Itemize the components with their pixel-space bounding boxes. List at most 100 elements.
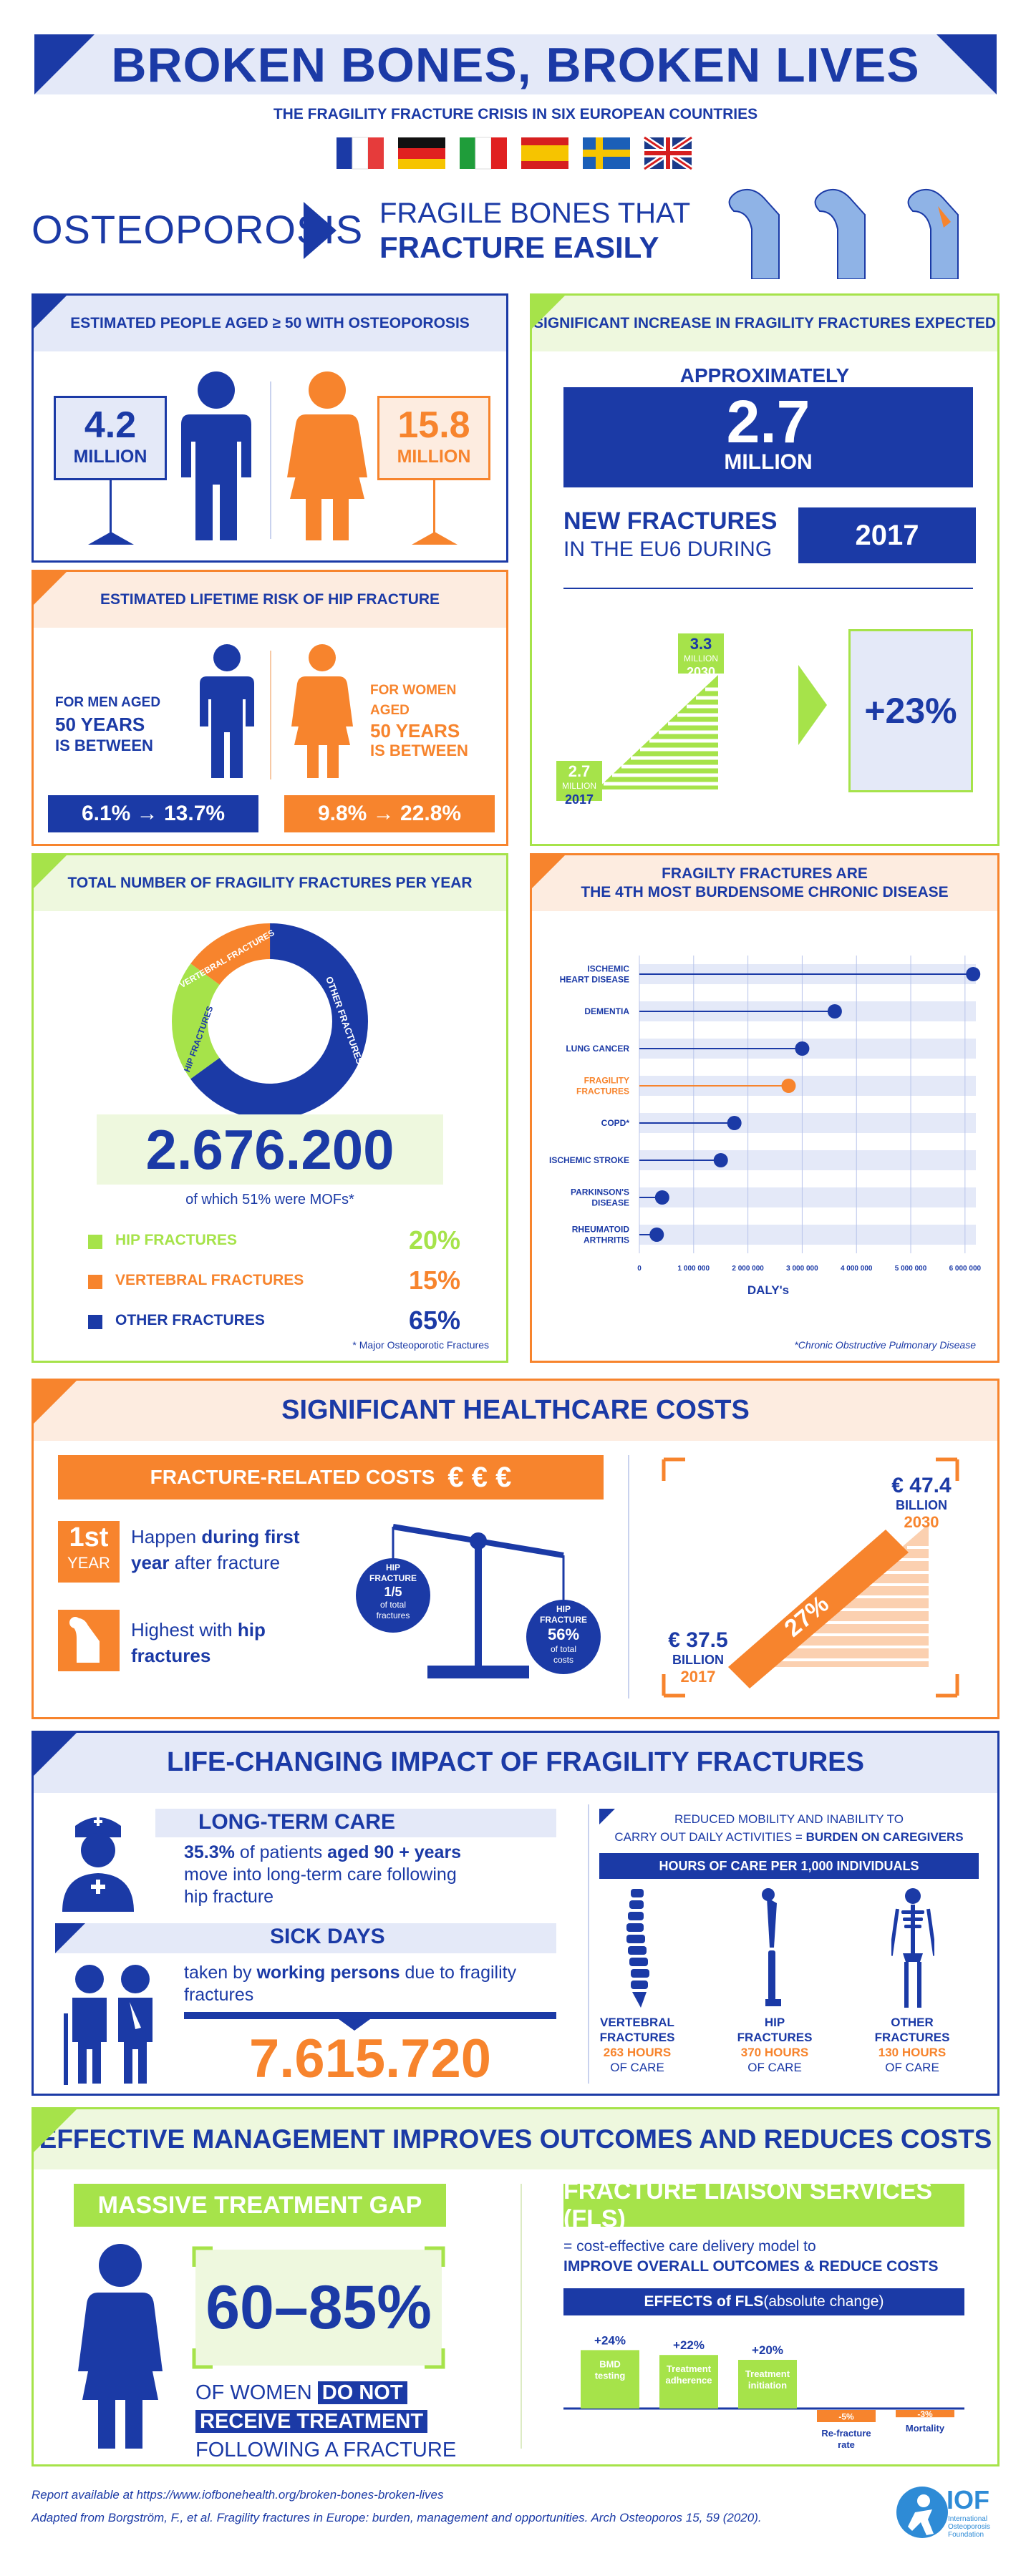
page-subtitle: THE FRAGILITY FRACTURE CRISIS IN SIX EUR… — [273, 106, 758, 122]
effect-bar — [817, 2410, 876, 2422]
legend-pct: 15% — [408, 1265, 460, 1295]
t2: due to fragility — [400, 1963, 517, 1983]
flag-row — [337, 135, 694, 172]
mob-l1: REDUCED MOBILITY AND INABILITY TO — [674, 1812, 904, 1826]
y-category-label: DISEASE — [591, 1198, 629, 1208]
women-value: 15.8 — [397, 404, 470, 446]
first-year-badge: 1st YEAR — [58, 1521, 120, 1583]
x-axis-label: DALY's — [747, 1283, 790, 1297]
first-year-text: Happen during first year after fracture — [131, 1524, 331, 1575]
name2: FRACTURES — [874, 2031, 950, 2044]
in-eu6-label: IN THE EU6 DURING — [563, 538, 773, 561]
effect-bar — [581, 2350, 639, 2409]
y-category-label: FRACTURES — [576, 1087, 629, 1097]
effect-label: BMD — [599, 2358, 621, 2369]
row-band — [639, 1225, 976, 1245]
sub3: Foundation — [948, 2531, 984, 2539]
men-l3: IS BETWEEN — [55, 737, 153, 754]
start-value: 2.7 — [568, 762, 591, 780]
data-point — [827, 1004, 842, 1019]
men-range-box: 6.1% → 13.7% — [48, 795, 258, 832]
panel-title: TOTAL NUMBER OF FRAGILITY FRACTURES PER … — [34, 855, 506, 911]
fls-bold: IMPROVE OVERALL OUTCOMES — [563, 2258, 800, 2275]
gap-value-box: 60–85% — [195, 2250, 442, 2366]
costs-divider — [628, 1455, 629, 1698]
x-tick-label: 2 000 000 — [732, 1265, 764, 1273]
panel-title: LIFE-CHANGING IMPACT OF FRAGILITY FRACTU… — [34, 1733, 997, 1793]
fls-text: = cost-effective care delivery model to … — [563, 2237, 939, 2277]
women-stand-base — [412, 532, 458, 545]
data-point — [781, 1079, 796, 1093]
y-category-label: ISCHEMIC STROKE — [549, 1155, 629, 1165]
care-item-hip: HIP FRACTURES 370 HOURS OF CARE — [728, 2015, 821, 2075]
mob-bold: BURDEN ON CAREGIVERS — [805, 1830, 964, 1844]
y-category-label: FRAGILITY — [584, 1076, 629, 1086]
hip-fracture-risk-panel: ESTIMATED LIFETIME RISK OF HIP FRACTURE … — [32, 570, 508, 846]
ltc-title: LONG-TERM CARE — [198, 1810, 395, 1834]
y-category-label: COPD* — [601, 1118, 630, 1128]
care: OF CARE — [610, 2061, 664, 2074]
hours: 263 HOURS — [603, 2046, 672, 2059]
hip-bone-icon — [69, 1617, 100, 1663]
men-l2: 50 YEARS — [55, 714, 145, 735]
spine-icon — [626, 1889, 649, 2008]
end-year: 2030 — [686, 665, 716, 679]
t3: fractures — [184, 1985, 254, 2005]
iof-logo: IOF International Osteoporosis Foundation — [895, 2481, 1010, 2545]
t-bold: hip — [237, 1619, 266, 1641]
effect-label: rate — [838, 2439, 855, 2450]
scale-left-text: HIP FRACTURE 1/5 of total fractures — [359, 1562, 427, 1621]
l5: costs — [553, 1655, 573, 1665]
y-category-label: DEMENTIA — [584, 1006, 629, 1016]
t3: hip fracture — [184, 1887, 274, 1907]
gap-title-bar: MASSIVE TREATMENT GAP — [74, 2184, 446, 2227]
data-point — [727, 1116, 742, 1130]
sick-value: 7.615.720 — [248, 2028, 492, 2089]
t1: Highest with — [131, 1619, 238, 1641]
iof-logo-sub: International Osteoporosis Foundation — [948, 2515, 990, 2539]
y-category-label: ARTHRITIS — [584, 1235, 629, 1245]
hip-cost-text: Highest with hip fractures — [131, 1617, 266, 1668]
title-right-triangle — [936, 34, 997, 94]
panel-divider — [270, 381, 271, 539]
arrow-right-icon — [304, 202, 337, 259]
care: OF CARE — [885, 2061, 939, 2074]
chart-title-l2: THE 4TH MOST BURDENSOME CHRONIC DISEASE — [581, 884, 949, 900]
corner-triangle — [34, 1733, 77, 1776]
l2: FRACTURE — [369, 1573, 417, 1583]
approx-label: APPROXIMATELY — [679, 364, 850, 387]
effect-label: Mortality — [906, 2423, 945, 2434]
france-flag — [337, 137, 384, 170]
l2: FRACTURE — [540, 1615, 587, 1625]
cost-growth-graphic — [662, 1457, 959, 1698]
panel-title: SIGNIFICANT INCREASE IN FRAGILITY FRACTU… — [532, 296, 997, 351]
impact-panel: LIFE-CHANGING IMPACT OF FRAGILITY FRACTU… — [32, 1731, 999, 2096]
corner-triangle — [532, 296, 565, 329]
woman-figure-icon — [291, 644, 353, 778]
chronic-disease-chart-panel: FRAGILTY FRACTURES ARE THE 4TH MOST BURD… — [530, 853, 999, 1363]
data-point — [713, 1153, 728, 1167]
effect-label: Re-fracture — [821, 2428, 871, 2439]
name2: FRACTURES — [737, 2031, 813, 2044]
first-b: YEAR — [67, 1554, 110, 1572]
footer-report[interactable]: Report available at https://www.iofboneh… — [32, 2488, 444, 2502]
legend-item: HIP FRACTURES 20% — [88, 1220, 460, 1260]
gap-bold1: DO NOT — [317, 2381, 407, 2404]
panel-title: ESTIMATED PEOPLE AGED ≥ 50 WITH OSTEOPOR… — [34, 296, 506, 351]
effect-value: -3% — [917, 2409, 933, 2419]
sub1: International — [948, 2515, 988, 2523]
legend-item: OTHER FRACTURES 65% — [88, 1301, 460, 1341]
panel-title: EFFECTIVE MANAGEMENT IMPROVES OUTCOMES A… — [34, 2109, 997, 2169]
headline-value-box: 2.7 MILLION — [563, 387, 973, 487]
mobility-text: REDUCED MOBILITY AND INABILITY TO CARRY … — [599, 1810, 979, 1846]
total-sub: of which 51% were MOFs* — [185, 1192, 354, 1207]
gap-text: OF WOMEN DO NOT RECEIVE TREATMENT FOLLOW… — [195, 2378, 468, 2464]
end-value: € 47.4 — [891, 1474, 952, 1497]
gap-l1: OF WOMEN — [195, 2381, 318, 2404]
care-item-vertebral: VERTEBRAL FRACTURES 263 HOURS OF CARE — [591, 2015, 684, 2075]
women-stand — [433, 480, 435, 539]
fls-effects-bar-chart: +24%BMDtesting+22%Treatmentadherence+20%… — [563, 2333, 964, 2450]
corner-triangle — [34, 2109, 77, 2152]
man-figure-icon — [200, 644, 254, 778]
gap-l3: FOLLOWING A FRACTURE — [195, 2439, 457, 2461]
